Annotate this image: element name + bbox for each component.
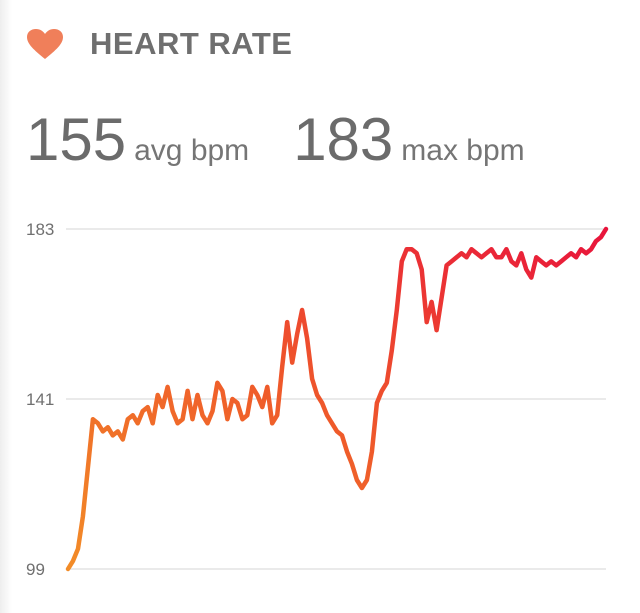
max-bpm-unit: max bpm: [401, 134, 525, 167]
y-tick-label: 99: [26, 560, 45, 579]
stats-row: 155 avg bpm 183 max bpm: [26, 110, 525, 170]
page-title: HEART RATE: [90, 26, 293, 61]
max-bpm-value: 183: [293, 106, 394, 173]
avg-bpm-unit: avg bpm: [134, 134, 250, 167]
card-header: HEART RATE: [26, 24, 292, 64]
y-tick-label: 183: [26, 220, 54, 239]
avg-bpm-value: 155: [26, 106, 127, 173]
heart-rate-series-line: [65, 226, 609, 572]
card-edge-shadow: [0, 0, 12, 613]
y-tick-label: 141: [26, 390, 54, 409]
heart-icon: [27, 29, 63, 59]
